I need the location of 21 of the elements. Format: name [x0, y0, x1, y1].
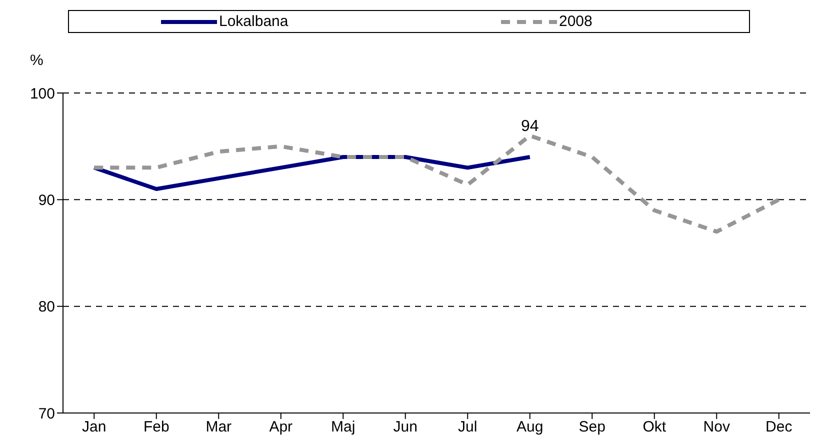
x-tick-label: Sep: [578, 418, 606, 436]
x-tick-label: Aug: [516, 418, 544, 436]
data-label: 94: [520, 118, 539, 135]
y-tick-label: 100: [30, 85, 55, 102]
x-tick-label: Jun: [393, 418, 418, 436]
legend-label: Lokalbana: [219, 13, 288, 30]
x-tick-label: Jul: [458, 418, 478, 436]
y-axis-title: %: [30, 52, 44, 69]
y-tick-label: 80: [38, 298, 55, 316]
y-tick-label: 90: [38, 192, 55, 209]
x-tick-label: Feb: [143, 418, 170, 436]
x-tick-label: Jan: [82, 418, 106, 436]
x-tick-label: Apr: [269, 418, 293, 436]
x-tick-label: Dec: [766, 418, 793, 436]
x-tick-label: Nov: [703, 418, 730, 436]
x-tick-label: Maj: [331, 418, 356, 436]
y-tick-label: 70: [38, 405, 55, 422]
line-series: [92, 134, 781, 234]
x-tick-label: Okt: [642, 418, 667, 436]
legend-label: 2008: [559, 13, 592, 30]
x-tick-label: Mar: [206, 418, 232, 436]
